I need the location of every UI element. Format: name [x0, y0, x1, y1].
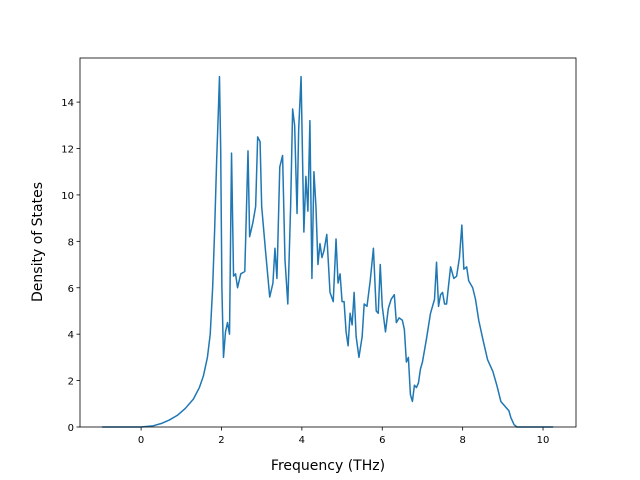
x-axis-label: Frequency (THz)	[271, 458, 385, 474]
y-tick-label: 10	[61, 191, 74, 202]
y-tick-label: 8	[68, 237, 74, 248]
x-tick-label: 4	[299, 435, 305, 446]
x-tick-label: 10	[537, 435, 550, 446]
y-tick-label: 4	[68, 330, 74, 341]
y-tick-label: 12	[61, 145, 74, 156]
y-tick-label: 2	[68, 377, 74, 388]
y-axis-label: Density of States	[30, 182, 46, 302]
x-tick-label: 0	[138, 435, 144, 446]
y-tick-label: 6	[68, 284, 74, 295]
x-tick-label: 6	[379, 435, 385, 446]
y-tick-label: 14	[61, 98, 74, 109]
x-tick-label: 8	[459, 435, 465, 446]
line	[102, 75, 554, 428]
x-tick-label: 2	[218, 435, 224, 446]
plot-frame	[79, 57, 577, 428]
y-tick-label: 0	[68, 423, 74, 434]
